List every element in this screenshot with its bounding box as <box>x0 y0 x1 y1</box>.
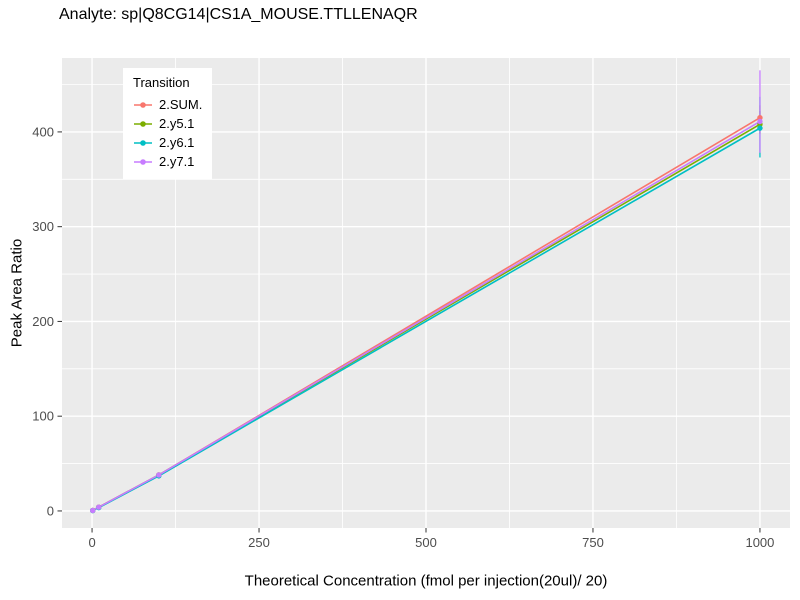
x-tick-label: 250 <box>248 535 270 550</box>
legend-key-icon <box>134 101 152 108</box>
data-point <box>90 507 96 514</box>
legend-item: 2.y5.1 <box>133 114 202 133</box>
legend-item-label: 2.y5.1 <box>159 116 195 131</box>
data-point <box>757 125 763 131</box>
data-point <box>96 504 102 510</box>
x-axis-label: Theoretical Concentration (fmol per inje… <box>244 572 608 590</box>
legend-item: 2.y6.1 <box>133 133 202 152</box>
legend-item: 2.y7.1 <box>133 152 202 171</box>
legend-item-label: 2.y6.1 <box>159 135 195 150</box>
y-axis-label: Peak Area Ratio <box>8 238 26 348</box>
x-tick-label: 750 <box>582 535 604 550</box>
legend-key-icon <box>134 120 152 127</box>
legend-item-label: 2.y7.1 <box>159 154 195 169</box>
series-line <box>92 120 761 512</box>
x-tick-label: 0 <box>88 535 95 550</box>
legend: Transition 2.SUM. 2.y5.1 2.y6.1 2.y7.1 <box>123 68 213 179</box>
chart-title: Analyte: sp|Q8CG14|CS1A_MOUSE.TTLLENAQR <box>59 6 418 23</box>
y-tick-label: 200 <box>32 314 54 329</box>
y-tick-label: 100 <box>32 409 54 424</box>
legend-title: Transition <box>133 75 190 90</box>
data-point <box>156 472 162 478</box>
x-tick-label: 500 <box>415 535 437 550</box>
legend-item: 2.SUM. <box>133 95 202 114</box>
legend-item-label: 2.SUM. <box>159 97 203 112</box>
y-tick-label: 300 <box>32 219 54 234</box>
y-tick-label: 400 <box>32 124 54 139</box>
data-point <box>757 118 763 125</box>
legend-key-icon <box>134 158 152 165</box>
data-point <box>757 114 763 121</box>
x-tick-label: 1000 <box>745 535 774 550</box>
legend-key-icon <box>134 139 152 146</box>
y-tick-label: 0 <box>47 503 54 518</box>
legend-items: 2.SUM. 2.y5.1 2.y6.1 2.y7.1 <box>133 95 202 171</box>
